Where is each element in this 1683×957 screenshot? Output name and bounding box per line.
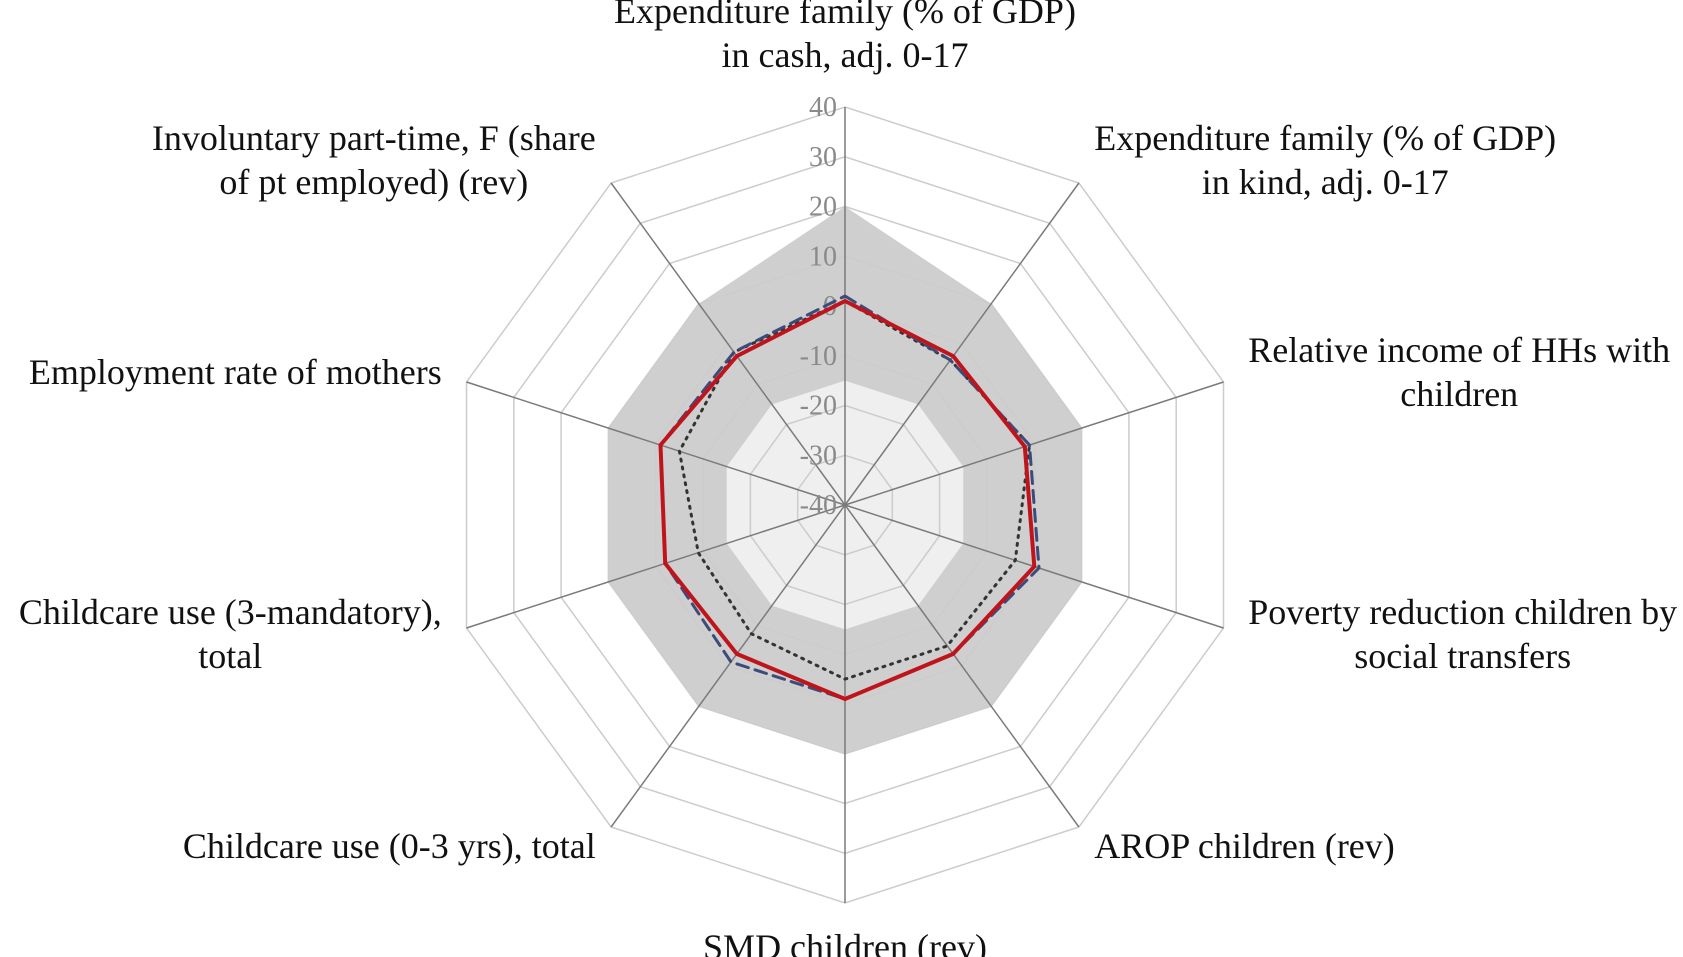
- axis-spoke: [844, 381, 1224, 506]
- axis-spoke: [466, 381, 846, 506]
- series-line-dotted: [677, 299, 1031, 681]
- axis-label: SMD children (rev): [703, 927, 987, 957]
- axis-label: Childcare use (0-3 yrs), total: [183, 826, 596, 866]
- axis-spokes: [466, 107, 1224, 903]
- tick-label: 40: [809, 92, 837, 123]
- tick-label: 10: [809, 241, 837, 272]
- tick-label: 30: [809, 142, 837, 173]
- axis-label: Relative income of HHs with children: [1248, 330, 1670, 414]
- tick-label: -20: [800, 391, 837, 422]
- axis-label: AROP children (rev): [1094, 826, 1395, 866]
- axis-label: Expenditure family (% of GDP) in cash, ad…: [614, 0, 1076, 75]
- axis-label: Poverty reduction children by social tran…: [1248, 592, 1677, 676]
- tick-label: -10: [800, 341, 837, 372]
- axis-label: Employment rate of mothers: [29, 352, 442, 392]
- axis-label: Childcare use (3-mandatory), total: [19, 592, 442, 676]
- axis-label: Expenditure family (% of GDP) in kind, ad…: [1094, 118, 1556, 202]
- axis-spoke: [844, 504, 1080, 828]
- tick-label: -30: [800, 440, 837, 471]
- tick-label: 20: [809, 192, 837, 223]
- axis-spoke: [610, 504, 846, 828]
- axis-spoke: [466, 504, 846, 629]
- tick-label: -40: [800, 490, 837, 521]
- axis-labels: Expenditure family (% of GDP) in cash, ad…: [19, 0, 1677, 957]
- series-line-solid: [658, 299, 1037, 701]
- axis-spoke: [844, 182, 1080, 506]
- data-series: [658, 294, 1041, 701]
- axis-label: Involuntary part-time, F (share of pt emp…: [152, 118, 596, 202]
- axis-spoke: [610, 182, 846, 506]
